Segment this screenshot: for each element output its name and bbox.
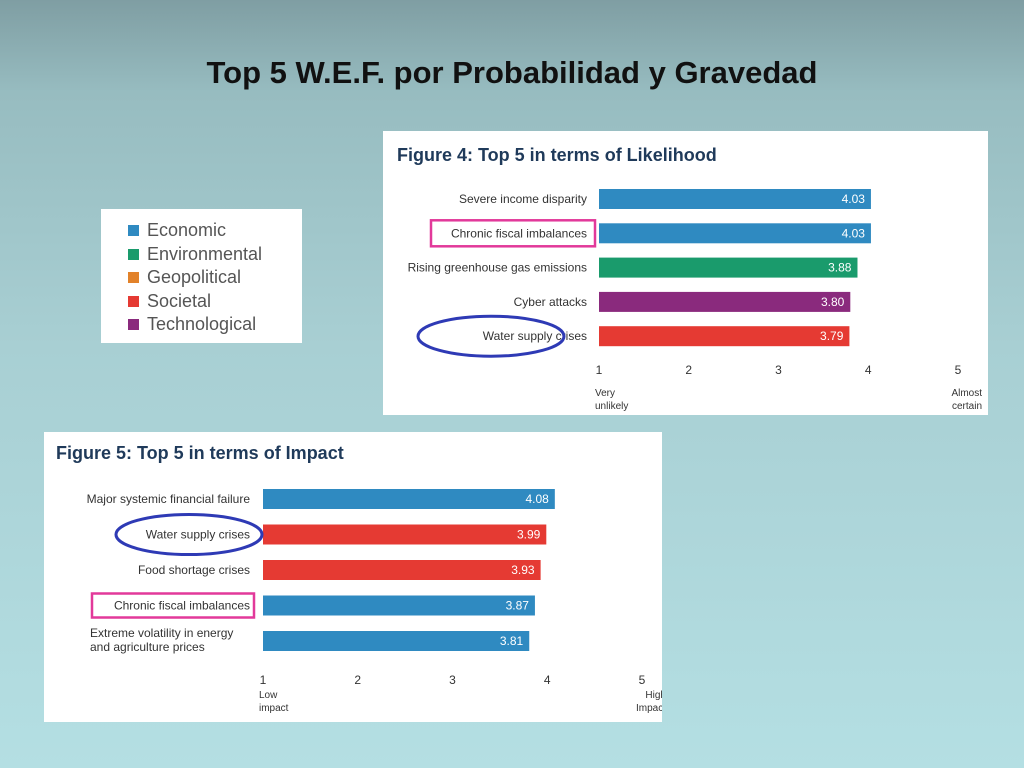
- low-end-label: Very: [595, 388, 615, 399]
- highlight-box: [429, 219, 597, 248]
- bar: [263, 524, 547, 545]
- tick-label: 2: [354, 673, 361, 687]
- slide-title: Top 5 W.E.F. por Probabilidad y Gravedad: [206, 55, 818, 90]
- category-label-line: and agriculture prices: [90, 640, 205, 654]
- tick-label: 3: [775, 363, 782, 377]
- tick-label: 2: [685, 363, 692, 377]
- bar: [263, 489, 555, 509]
- highlight-ellipse: [114, 513, 264, 556]
- legend-label: Environmental: [147, 243, 263, 264]
- chart-title: Figure 5: Top 5 in terms of Impact: [56, 443, 344, 463]
- bar: [599, 257, 858, 278]
- value-label: 3.81: [500, 634, 524, 648]
- tick-label: 1: [260, 673, 267, 687]
- category-label: Major systemic financial failure: [87, 492, 251, 506]
- low-end-label: Low: [259, 690, 278, 701]
- bar: [263, 631, 530, 651]
- legend-label: Societal: [147, 290, 212, 311]
- category-label: Chronic fiscal imbalances: [114, 599, 250, 613]
- legend-item: Technological: [128, 313, 302, 337]
- bar: [599, 223, 871, 244]
- category-legend: Economic Environmental Geopolitical Societa…: [101, 209, 302, 343]
- bar: [599, 326, 850, 347]
- category-label-line: Extreme volatility in energy: [90, 626, 233, 640]
- legend-label: Economic: [147, 220, 227, 241]
- legend-item: Economic: [128, 219, 302, 243]
- value-label: 3.79: [820, 329, 844, 343]
- legend-swatch: [128, 272, 139, 284]
- legend-item: Geopolitical: [128, 266, 302, 290]
- tick-label: 4: [544, 673, 551, 687]
- tick-label: 1: [596, 363, 603, 377]
- bar: [599, 291, 851, 312]
- category-label: Water supply crises: [483, 329, 587, 343]
- high-end-label: Almost: [951, 388, 982, 399]
- low-end-label: impact: [259, 703, 289, 714]
- category-label: Extreme volatility in energy and agricult…: [90, 626, 233, 654]
- category-label: Chronic fiscal imbalances: [451, 226, 587, 240]
- high-end-label: certain: [952, 401, 982, 412]
- legend-swatch: [128, 295, 139, 307]
- legend-swatch: [128, 319, 139, 331]
- legend-label: Technological: [147, 314, 257, 335]
- tick-label: 4: [865, 363, 872, 377]
- bar: [263, 595, 535, 616]
- category-label: Severe income disparity: [459, 192, 587, 206]
- likelihood-chart: Figure 4: Top 5 in terms of Likelihood Se…: [397, 145, 982, 412]
- low-end-label: unlikely: [595, 401, 628, 412]
- legend-swatch: [128, 248, 139, 260]
- highlight-ellipse: [416, 314, 566, 358]
- impact-chart: Figure 5: Top 5 in terms of Impact Major …: [56, 443, 662, 714]
- chart-title: Figure 4: Top 5 in terms of Likelihood: [397, 145, 717, 165]
- tick-label: 3: [449, 673, 456, 687]
- value-label: 4.03: [842, 192, 866, 206]
- legend-label: Geopolitical: [147, 267, 242, 288]
- value-label: 3.99: [517, 528, 541, 542]
- impact-chart-panel: Figure 5: Top 5 in terms of Impact Major …: [44, 432, 662, 722]
- value-label: 3.87: [506, 599, 530, 613]
- value-label: 4.03: [842, 226, 866, 240]
- legend-swatch: [128, 225, 139, 237]
- category-label: Cyber attacks: [514, 295, 587, 309]
- bar: [599, 189, 871, 209]
- value-label: 3.88: [828, 261, 852, 275]
- value-label: 3.80: [821, 295, 845, 309]
- category-label: Water supply crises: [146, 528, 250, 542]
- legend-item: Environmental: [128, 243, 302, 267]
- high-end-label: High: [645, 690, 662, 701]
- highlight-box: [90, 592, 256, 619]
- value-label: 3.93: [511, 563, 535, 577]
- legend-item: Societal: [128, 290, 302, 314]
- likelihood-chart-panel: Figure 4: Top 5 in terms of Likelihood Se…: [383, 131, 988, 415]
- high-end-label: Impact: [636, 703, 662, 714]
- bar: [263, 560, 541, 580]
- tick-label: 5: [639, 673, 646, 687]
- value-label: 4.08: [525, 492, 549, 506]
- category-label: Food shortage crises: [138, 563, 250, 577]
- tick-label: 5: [955, 363, 962, 377]
- category-label: Rising greenhouse gas emissions: [408, 261, 587, 275]
